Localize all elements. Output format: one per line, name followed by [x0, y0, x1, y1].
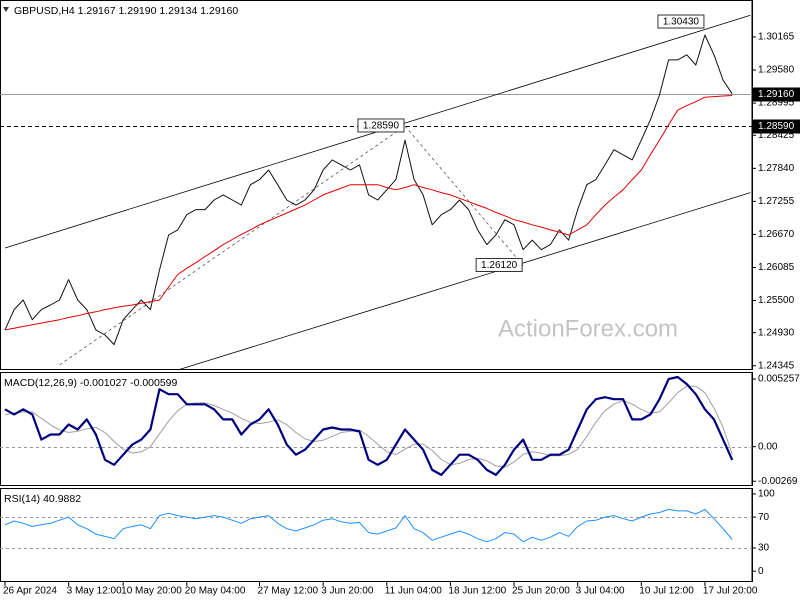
- x-tick-label: 27 May 12:00: [258, 586, 319, 597]
- price-label-box: [753, 119, 800, 134]
- y-tick-label: 1.24345: [758, 360, 795, 371]
- panel-title: GBPUSD,H4 1.29167 1.29190 1.29134 1.2916…: [14, 5, 238, 17]
- x-tick-label: 3 Jun 20:00: [321, 586, 374, 597]
- x-tick-label: 3 May 12:00: [67, 586, 122, 597]
- y-tick-label: 1.25500: [758, 295, 795, 306]
- y-tick-label: 70: [758, 512, 770, 523]
- y-tick-label: 30: [758, 543, 770, 554]
- price-label-box: [753, 87, 800, 102]
- y-tick-label: 1.24930: [758, 327, 795, 338]
- x-tick-label: 20 May 04:00: [185, 586, 246, 597]
- annotation-label: 1.28590: [363, 121, 400, 132]
- y-tick-label: 1.26085: [758, 262, 795, 273]
- trend-line: [177, 192, 751, 371]
- y-tick-label: 1.27840: [758, 163, 795, 174]
- panel-title: RSI(14) 40.9882: [4, 493, 81, 505]
- series-line: [4, 95, 733, 331]
- y-tick-label: 1.28995: [758, 98, 795, 109]
- trend-line: [404, 125, 524, 266]
- y-tick-label: 1.29580: [758, 65, 795, 76]
- x-tick-label: 10 Jul 12:00: [639, 586, 694, 597]
- y-tick-label: 1.27255: [758, 196, 795, 207]
- annotation-box: [475, 257, 523, 272]
- x-tick-label: 18 Jun 12:00: [448, 586, 506, 597]
- y-tick-label: 0: [758, 566, 764, 577]
- annotation-box: [357, 118, 405, 133]
- annotation-label: 1.26120: [481, 260, 518, 271]
- annotation-label: 1.30430: [663, 17, 700, 28]
- y-tick-label: 0.005257: [758, 374, 800, 385]
- x-tick-label: 3 Jul 04:00: [576, 586, 625, 597]
- x-tick-label: 10 May 20:00: [121, 586, 182, 597]
- watermark: ActionForex.com: [498, 315, 678, 342]
- trend-line: [59, 125, 406, 366]
- y-tick-label: 100: [758, 489, 775, 500]
- y-tick-label: 1.26670: [758, 229, 795, 240]
- panel-title: MACD(12,26,9) -0.001027 -0.000599: [4, 377, 178, 389]
- series-line: [4, 34, 733, 346]
- price-label: 1.28590: [758, 121, 795, 132]
- annotation-box: [657, 14, 705, 29]
- symbol-icon: [3, 7, 9, 12]
- x-tick-label: 17 Jul 20:00: [703, 586, 758, 597]
- x-tick-label: 25 Jun 20:00: [512, 586, 570, 597]
- y-tick-label: 1.30165: [758, 32, 795, 43]
- series-line: [4, 508, 733, 543]
- y-tick-label: -0.00269: [758, 476, 798, 487]
- y-tick-label: 0.00: [758, 441, 778, 452]
- series-line: [4, 375, 734, 476]
- x-tick-label: 11 Jun 04:00: [385, 586, 443, 597]
- y-tick-label: 1.28425: [758, 130, 795, 141]
- x-tick-label: 26 Apr 2024: [3, 586, 57, 597]
- price-label: 1.29160: [758, 89, 795, 100]
